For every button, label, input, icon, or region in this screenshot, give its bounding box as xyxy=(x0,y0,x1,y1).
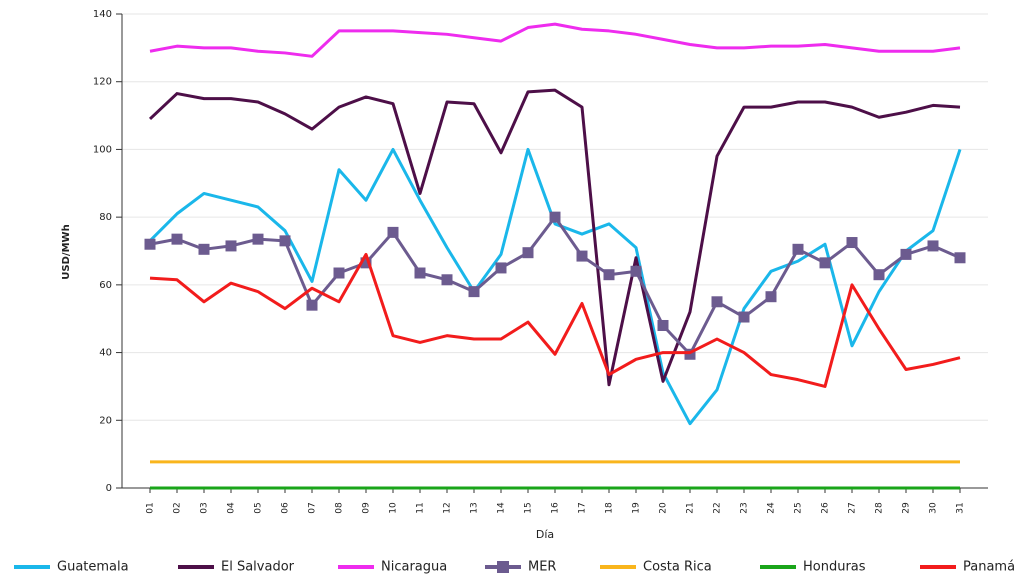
point-marker xyxy=(360,257,372,269)
x-tick-label: 14 xyxy=(497,502,507,514)
y-tick-label: 120 xyxy=(93,77,112,88)
point-marker xyxy=(684,348,696,360)
y-tick-label: 40 xyxy=(99,348,112,359)
point-marker xyxy=(819,257,831,269)
x-tick-label: 16 xyxy=(551,502,561,514)
point-marker xyxy=(576,250,588,262)
x-tick-label: 07 xyxy=(308,502,318,513)
legend-label: Costa Rica xyxy=(643,560,712,575)
point-marker xyxy=(144,238,156,250)
point-marker xyxy=(711,296,723,308)
point-marker xyxy=(522,247,534,259)
y-tick-label: 20 xyxy=(99,415,112,426)
legend-label: Panamá xyxy=(963,560,1015,575)
legend-marker xyxy=(497,561,509,573)
point-marker xyxy=(900,248,912,260)
y-tick-label: 140 xyxy=(93,9,112,20)
point-marker xyxy=(198,243,210,255)
y-tick-label: 60 xyxy=(99,280,112,291)
point-marker xyxy=(225,240,237,252)
x-tick-label: 18 xyxy=(605,502,615,514)
x-tick-label: 27 xyxy=(848,502,858,513)
x-tick-label: 01 xyxy=(146,502,156,513)
x-tick-label: 04 xyxy=(227,502,237,514)
y-tick-label: 0 xyxy=(106,483,112,494)
point-marker xyxy=(846,237,858,249)
x-tick-label: 24 xyxy=(767,502,777,514)
x-tick-label: 17 xyxy=(578,502,588,513)
legend-label: Guatemala xyxy=(57,560,129,575)
point-marker xyxy=(927,240,939,252)
x-axis-label: Día xyxy=(536,528,554,541)
series-line xyxy=(148,147,962,426)
point-marker xyxy=(468,286,480,298)
point-marker xyxy=(657,319,669,331)
point-marker xyxy=(954,252,966,264)
x-tick-label: 12 xyxy=(443,502,453,513)
point-marker xyxy=(333,267,345,279)
point-marker xyxy=(441,274,453,286)
point-marker xyxy=(306,299,318,311)
x-tick-label: 05 xyxy=(254,502,264,513)
point-marker xyxy=(414,267,426,279)
point-marker xyxy=(252,233,264,245)
x-tick-label: 29 xyxy=(902,502,912,514)
x-tick-label: 25 xyxy=(794,502,804,513)
x-tick-label: 02 xyxy=(173,502,183,513)
legend-label: Honduras xyxy=(803,560,866,575)
series-line xyxy=(148,88,961,387)
x-tick-label: 30 xyxy=(929,502,939,514)
point-marker xyxy=(171,233,183,245)
point-marker xyxy=(630,265,642,277)
y-tick-label: 100 xyxy=(93,144,112,155)
point-marker xyxy=(387,226,399,238)
x-tick-label: 22 xyxy=(713,502,723,513)
point-marker xyxy=(765,291,777,303)
series-line xyxy=(149,22,961,58)
legend-label: MER xyxy=(528,560,556,575)
x-tick-label: 23 xyxy=(740,502,750,513)
x-tick-label: 19 xyxy=(632,502,642,514)
x-tick-label: 08 xyxy=(335,502,345,514)
y-axis-label: USD/MWh xyxy=(61,224,72,279)
point-marker xyxy=(495,262,507,274)
point-marker xyxy=(279,235,291,247)
x-tick-label: 10 xyxy=(389,502,399,514)
point-marker xyxy=(603,269,615,281)
x-tick-label: 28 xyxy=(875,502,885,514)
x-tick-label: 15 xyxy=(524,502,534,513)
point-marker xyxy=(873,269,885,281)
series-line xyxy=(149,252,961,388)
legend-label: Nicaragua xyxy=(381,560,447,575)
x-tick-label: 31 xyxy=(956,502,966,513)
x-tick-label: 20 xyxy=(659,502,669,514)
legend-label: El Salvador xyxy=(221,560,295,575)
point-marker xyxy=(738,311,750,323)
y-tick-label: 80 xyxy=(99,212,112,223)
x-tick-label: 13 xyxy=(470,502,480,513)
point-marker xyxy=(792,243,804,255)
point-marker xyxy=(549,211,561,223)
x-tick-label: 03 xyxy=(200,502,210,513)
x-tick-label: 06 xyxy=(281,502,291,514)
x-tick-label: 09 xyxy=(362,502,372,514)
x-tick-label: 11 xyxy=(416,502,426,513)
x-tick-label: 21 xyxy=(686,502,696,513)
x-tick-label: 26 xyxy=(821,502,831,514)
